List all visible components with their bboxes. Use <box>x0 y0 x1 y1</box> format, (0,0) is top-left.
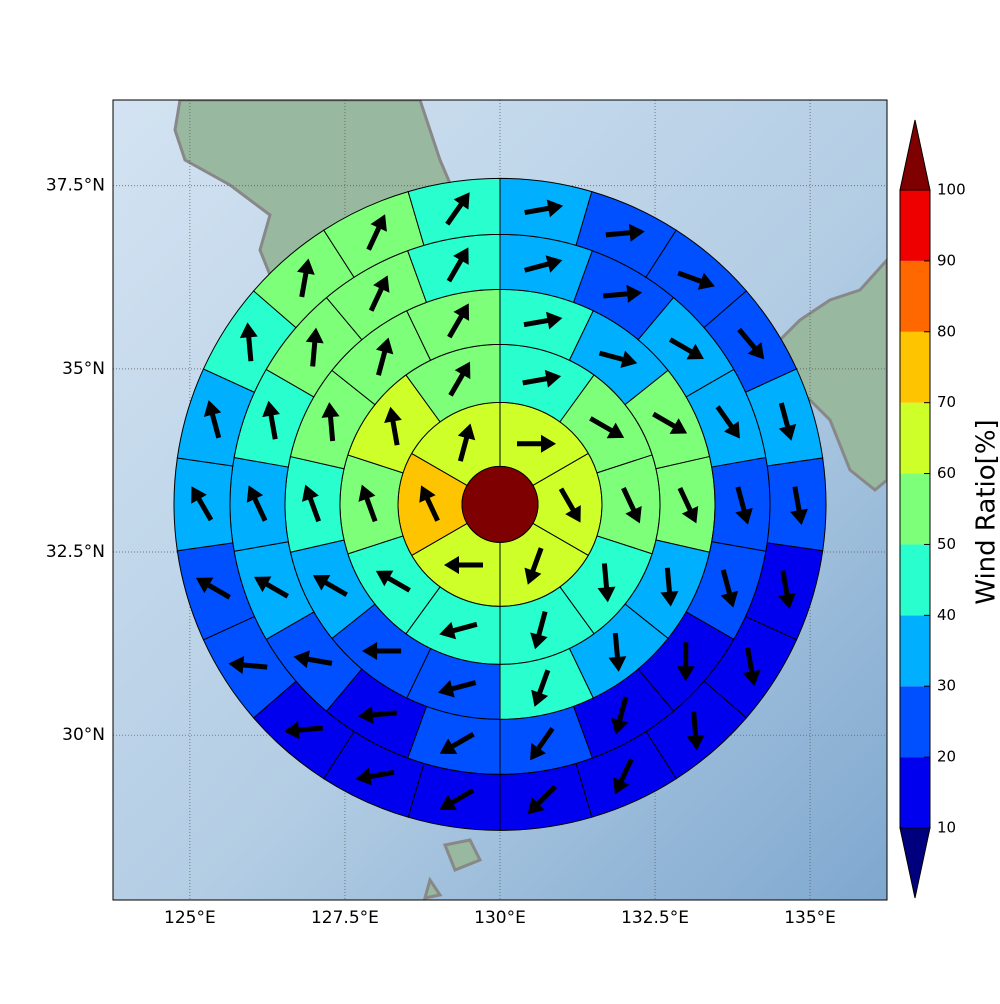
colorbar: 10 20 30 40 50 60 70 80 90 100 <box>900 120 966 898</box>
colorbar-tick-label: 20 <box>937 748 956 766</box>
center-cell <box>462 466 538 542</box>
x-tick-label: 135°E <box>784 908 836 928</box>
colorbar-segment <box>900 332 930 403</box>
x-tick-label: 125°E <box>164 908 216 928</box>
colorbar-segment <box>900 190 930 261</box>
y-tick-label: 30°N <box>62 725 105 745</box>
colorbar-segment <box>900 757 930 828</box>
colorbar-segment <box>900 261 930 332</box>
colorbar-tick-label: 10 <box>937 819 956 837</box>
colorbar-under <box>900 828 930 898</box>
x-tick-label: 130°E <box>474 908 526 928</box>
colorbar-tick-label: 60 <box>937 464 956 482</box>
colorbar-tick-label: 50 <box>937 535 956 553</box>
colorbar-tick-label: 100 <box>937 181 966 199</box>
colorbar-segment <box>900 544 930 615</box>
colorbar-segment <box>900 474 930 545</box>
colorbar-tick-label: 70 <box>937 393 956 411</box>
colorbar-segment <box>900 403 930 474</box>
x-tick-label: 127.5°E <box>311 908 379 928</box>
y-tick-label: 32.5°N <box>46 542 105 562</box>
y-tick-label: 37.5°N <box>46 176 105 196</box>
colorbar-segment <box>900 615 930 686</box>
colorbar-tick-label: 80 <box>937 322 956 340</box>
colorbar-tick-label: 90 <box>937 251 956 269</box>
y-tick-label: 35°N <box>62 359 105 379</box>
colorbar-over <box>900 120 930 190</box>
colorbar-segment <box>900 686 930 757</box>
colorbar-tick-label: 30 <box>937 677 956 695</box>
x-tick-label: 132.5°E <box>621 908 689 928</box>
colorbar-label: Wind Ratio[%] <box>972 419 1000 604</box>
polar-cells <box>174 178 826 830</box>
colorbar-tick-label: 40 <box>937 606 956 624</box>
